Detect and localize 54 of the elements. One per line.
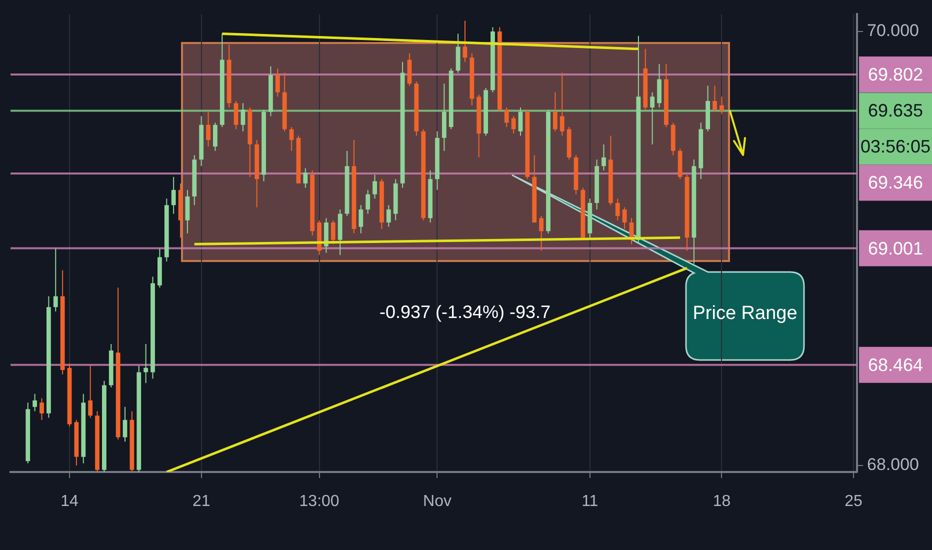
y-tick-label: 68.000 [867, 455, 919, 474]
candlestick [303, 168, 308, 188]
candlestick [40, 398, 44, 420]
candlestick [213, 122, 218, 152]
x-tick-label: 13:00 [299, 493, 340, 510]
candlestick [720, 96, 724, 115]
x-tick-label: 11 [582, 493, 598, 510]
candlestick [560, 72, 564, 136]
candlestick [185, 189, 190, 234]
candlestick [289, 126, 294, 152]
candlestick [144, 343, 148, 384]
candlestick [456, 33, 460, 74]
candlestick [206, 111, 210, 148]
x-tick-label: 21 [192, 493, 210, 510]
candlestick [88, 365, 93, 418]
ref-line-label: 69.001 [868, 238, 924, 258]
annotation: -0.937 (-1.34%) -93.7 [378, 302, 552, 323]
x-tick-label: 18 [712, 493, 731, 510]
ref-line-label: 69.635 [868, 100, 924, 121]
annotation: Price Range [692, 303, 798, 325]
candlestick [324, 218, 328, 254]
candlestick [504, 106, 509, 128]
candlestick [511, 116, 516, 134]
candlestick [657, 64, 662, 108]
candlestick [275, 68, 280, 98]
candlestick [366, 189, 370, 214]
candlestick [615, 198, 620, 221]
candlestick [539, 215, 544, 252]
y-tick-label: 70.000 [867, 21, 919, 40]
candlestick [650, 92, 655, 145]
candlestick [712, 85, 717, 112]
candlestick [122, 406, 128, 442]
candlestick [602, 144, 606, 171]
candlestick [552, 92, 558, 132]
candlestick [240, 102, 246, 132]
candlestick [462, 20, 468, 62]
x-tick-label: Nov [423, 493, 452, 510]
text: 03:56:05 [860, 136, 931, 157]
ref-line-label: 68.464 [868, 354, 924, 375]
candlestick [330, 220, 336, 245]
candlestick [234, 100, 238, 130]
candlestick [358, 204, 364, 234]
x-tick-label: 14 [60, 493, 79, 510]
candlestick [386, 204, 391, 228]
candlestick [53, 248, 58, 312]
candlestick [32, 393, 38, 412]
candlestick [518, 106, 523, 136]
x-tick-label: 25 [844, 493, 863, 510]
candlestick [171, 176, 176, 214]
candlestick [372, 174, 377, 200]
ref-line-label: 69.802 [868, 64, 924, 84]
candlestick [407, 52, 412, 86]
candlestick [622, 206, 627, 230]
ref-line-label: 69.346 [868, 172, 924, 193]
